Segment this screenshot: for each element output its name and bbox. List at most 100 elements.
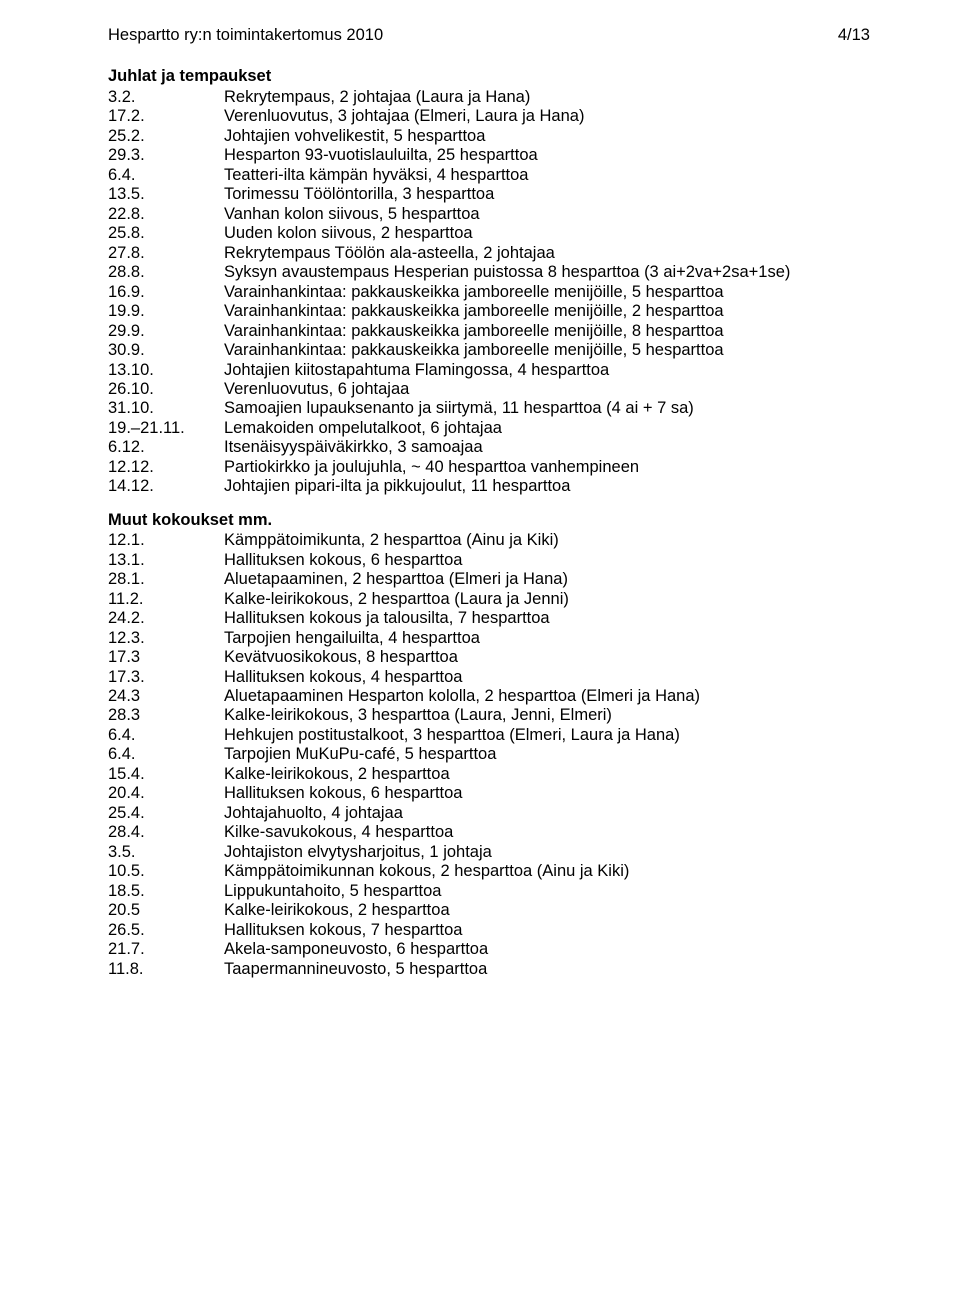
list-row: 19.–21.11.Lemakoiden ompelutalkoot, 6 jo… [108, 419, 870, 438]
list-row: 14.12.Johtajien pipari-ilta ja pikkujoul… [108, 477, 870, 496]
row-text: Hallituksen kokous ja talousilta, 7 hesp… [224, 609, 550, 628]
list-row: 12.3.Tarpojien hengailuilta, 4 hespartto… [108, 629, 870, 648]
list-row: 20.4.Hallituksen kokous, 6 hesparttoa [108, 784, 870, 803]
section-2-list: 12.1.Kämppätoimikunta, 2 hesparttoa (Ain… [108, 531, 870, 979]
row-text: Varainhankintaa: pakkauskeikka jamboreel… [224, 283, 724, 302]
row-date: 26.5. [108, 921, 224, 940]
row-text: Johtajien pipari-ilta ja pikkujoulut, 11… [224, 477, 570, 496]
row-text: Tarpojien hengailuilta, 4 hesparttoa [224, 629, 480, 648]
row-date: 30.9. [108, 341, 224, 360]
row-text: Hallituksen kokous, 7 hesparttoa [224, 921, 462, 940]
list-row: 16.9.Varainhankintaa: pakkauskeikka jamb… [108, 283, 870, 302]
row-text: Johtajien vohvelikestit, 5 hesparttoa [224, 127, 485, 146]
row-text: Aluetapaaminen Hesparton kololla, 2 hesp… [224, 687, 700, 706]
list-row: 26.5.Hallituksen kokous, 7 hesparttoa [108, 921, 870, 940]
list-row: 25.2.Johtajien vohvelikestit, 5 hespartt… [108, 127, 870, 146]
row-text: Verenluovutus, 3 johtajaa (Elmeri, Laura… [224, 107, 584, 126]
list-row: 20.5Kalke-leirikokous, 2 hesparttoa [108, 901, 870, 920]
row-text: Vanhan kolon siivous, 5 hesparttoa [224, 205, 480, 224]
row-date: 14.12. [108, 477, 224, 496]
row-date: 6.12. [108, 438, 224, 457]
row-date: 19.9. [108, 302, 224, 321]
list-row: 29.3.Hesparton 93-vuotislauluilta, 25 he… [108, 146, 870, 165]
list-row: 13.1.Hallituksen kokous, 6 hesparttoa [108, 551, 870, 570]
list-row: 30.9.Varainhankintaa: pakkauskeikka jamb… [108, 341, 870, 360]
row-date: 15.4. [108, 765, 224, 784]
row-text: Hesparton 93-vuotislauluilta, 25 hespart… [224, 146, 538, 165]
row-text: Kämppätoimikunnan kokous, 2 hesparttoa (… [224, 862, 629, 881]
list-row: 6.12.Itsenäisyyspäiväkirkko, 3 samoajaa [108, 438, 870, 457]
list-row: 29.9.Varainhankintaa: pakkauskeikka jamb… [108, 322, 870, 341]
row-text: Kalke-leirikokous, 2 hesparttoa (Laura j… [224, 590, 569, 609]
list-row: 26.10.Verenluovutus, 6 johtajaa [108, 380, 870, 399]
list-row: 22.8.Vanhan kolon siivous, 5 hesparttoa [108, 205, 870, 224]
list-row: 18.5.Lippukuntahoito, 5 hesparttoa [108, 882, 870, 901]
row-date: 3.5. [108, 843, 224, 862]
row-text: Samoajien lupauksenanto ja siirtymä, 11 … [224, 399, 694, 418]
row-text: Kalke-leirikokous, 2 hesparttoa [224, 765, 450, 784]
list-row: 31.10.Samoajien lupauksenanto ja siirtym… [108, 399, 870, 418]
row-date: 6.4. [108, 745, 224, 764]
row-text: Varainhankintaa: pakkauskeikka jamboreel… [224, 341, 724, 360]
row-date: 17.3 [108, 648, 224, 667]
row-date: 27.8. [108, 244, 224, 263]
row-date: 28.3 [108, 706, 224, 725]
row-date: 3.2. [108, 88, 224, 107]
list-row: 10.5.Kämppätoimikunnan kokous, 2 hespart… [108, 862, 870, 881]
row-date: 6.4. [108, 726, 224, 745]
row-date: 11.8. [108, 960, 224, 979]
list-row: 6.4.Tarpojien MuKuPu-café, 5 hesparttoa [108, 745, 870, 764]
row-date: 20.4. [108, 784, 224, 803]
row-date: 28.4. [108, 823, 224, 842]
list-row: 13.5.Torimessu Töölöntorilla, 3 hespartt… [108, 185, 870, 204]
row-date: 21.7. [108, 940, 224, 959]
list-row: 11.2.Kalke-leirikokous, 2 hesparttoa (La… [108, 590, 870, 609]
row-text: Tarpojien MuKuPu-café, 5 hesparttoa [224, 745, 496, 764]
list-row: 28.8.Syksyn avaustempaus Hesperian puist… [108, 263, 870, 282]
row-text: Varainhankintaa: pakkauskeikka jamboreel… [224, 322, 724, 341]
row-text: Partiokirkko ja joulujuhla, ~ 40 hespart… [224, 458, 639, 477]
row-date: 29.3. [108, 146, 224, 165]
list-row: 17.3Kevätvuosikokous, 8 hesparttoa [108, 648, 870, 667]
row-text: Aluetapaaminen, 2 hesparttoa (Elmeri ja … [224, 570, 568, 589]
row-date: 17.2. [108, 107, 224, 126]
row-date: 28.8. [108, 263, 224, 282]
row-date: 12.12. [108, 458, 224, 477]
row-text: Itsenäisyyspäiväkirkko, 3 samoajaa [224, 438, 483, 457]
row-date: 19.–21.11. [108, 419, 224, 438]
row-date: 6.4. [108, 166, 224, 185]
list-row: 27.8.Rekrytempaus Töölön ala-asteella, 2… [108, 244, 870, 263]
list-row: 15.4.Kalke-leirikokous, 2 hesparttoa [108, 765, 870, 784]
list-row: 17.3.Hallituksen kokous, 4 hesparttoa [108, 668, 870, 687]
list-row: 24.2.Hallituksen kokous ja talousilta, 7… [108, 609, 870, 628]
row-text: Johtajiston elvytysharjoitus, 1 johtaja [224, 843, 492, 862]
section-title-2: Muut kokoukset mm. [108, 511, 870, 530]
row-text: Verenluovutus, 6 johtajaa [224, 380, 409, 399]
row-date: 10.5. [108, 862, 224, 881]
list-row: 11.8.Taapermannineuvosto, 5 hesparttoa [108, 960, 870, 979]
row-text: Taapermannineuvosto, 5 hesparttoa [224, 960, 487, 979]
list-row: 6.4.Teatteri-ilta kämpän hyväksi, 4 hesp… [108, 166, 870, 185]
row-text: Rekrytempaus Töölön ala-asteella, 2 joht… [224, 244, 555, 263]
list-row: 3.2.Rekrytempaus, 2 johtajaa (Laura ja H… [108, 88, 870, 107]
row-text: Kämppätoimikunta, 2 hesparttoa (Ainu ja … [224, 531, 559, 550]
row-date: 24.3 [108, 687, 224, 706]
row-date: 16.9. [108, 283, 224, 302]
row-date: 24.2. [108, 609, 224, 628]
row-text: Lippukuntahoito, 5 hesparttoa [224, 882, 441, 901]
row-text: Hallituksen kokous, 6 hesparttoa [224, 784, 462, 803]
row-date: 13.5. [108, 185, 224, 204]
row-date: 13.1. [108, 551, 224, 570]
row-date: 22.8. [108, 205, 224, 224]
list-row: 28.4.Kilke-savukokous, 4 hesparttoa [108, 823, 870, 842]
list-row: 25.8.Uuden kolon siivous, 2 hesparttoa [108, 224, 870, 243]
row-text: Johtajien kiitostapahtuma Flamingossa, 4… [224, 361, 609, 380]
row-date: 28.1. [108, 570, 224, 589]
row-date: 25.8. [108, 224, 224, 243]
list-row: 25.4.Johtajahuolto, 4 johtajaa [108, 804, 870, 823]
row-text: Johtajahuolto, 4 johtajaa [224, 804, 403, 823]
row-date: 29.9. [108, 322, 224, 341]
row-text: Syksyn avaustempaus Hesperian puistossa … [224, 263, 790, 282]
row-text: Kalke-leirikokous, 3 hesparttoa (Laura, … [224, 706, 612, 725]
list-row: 19.9.Varainhankintaa: pakkauskeikka jamb… [108, 302, 870, 321]
